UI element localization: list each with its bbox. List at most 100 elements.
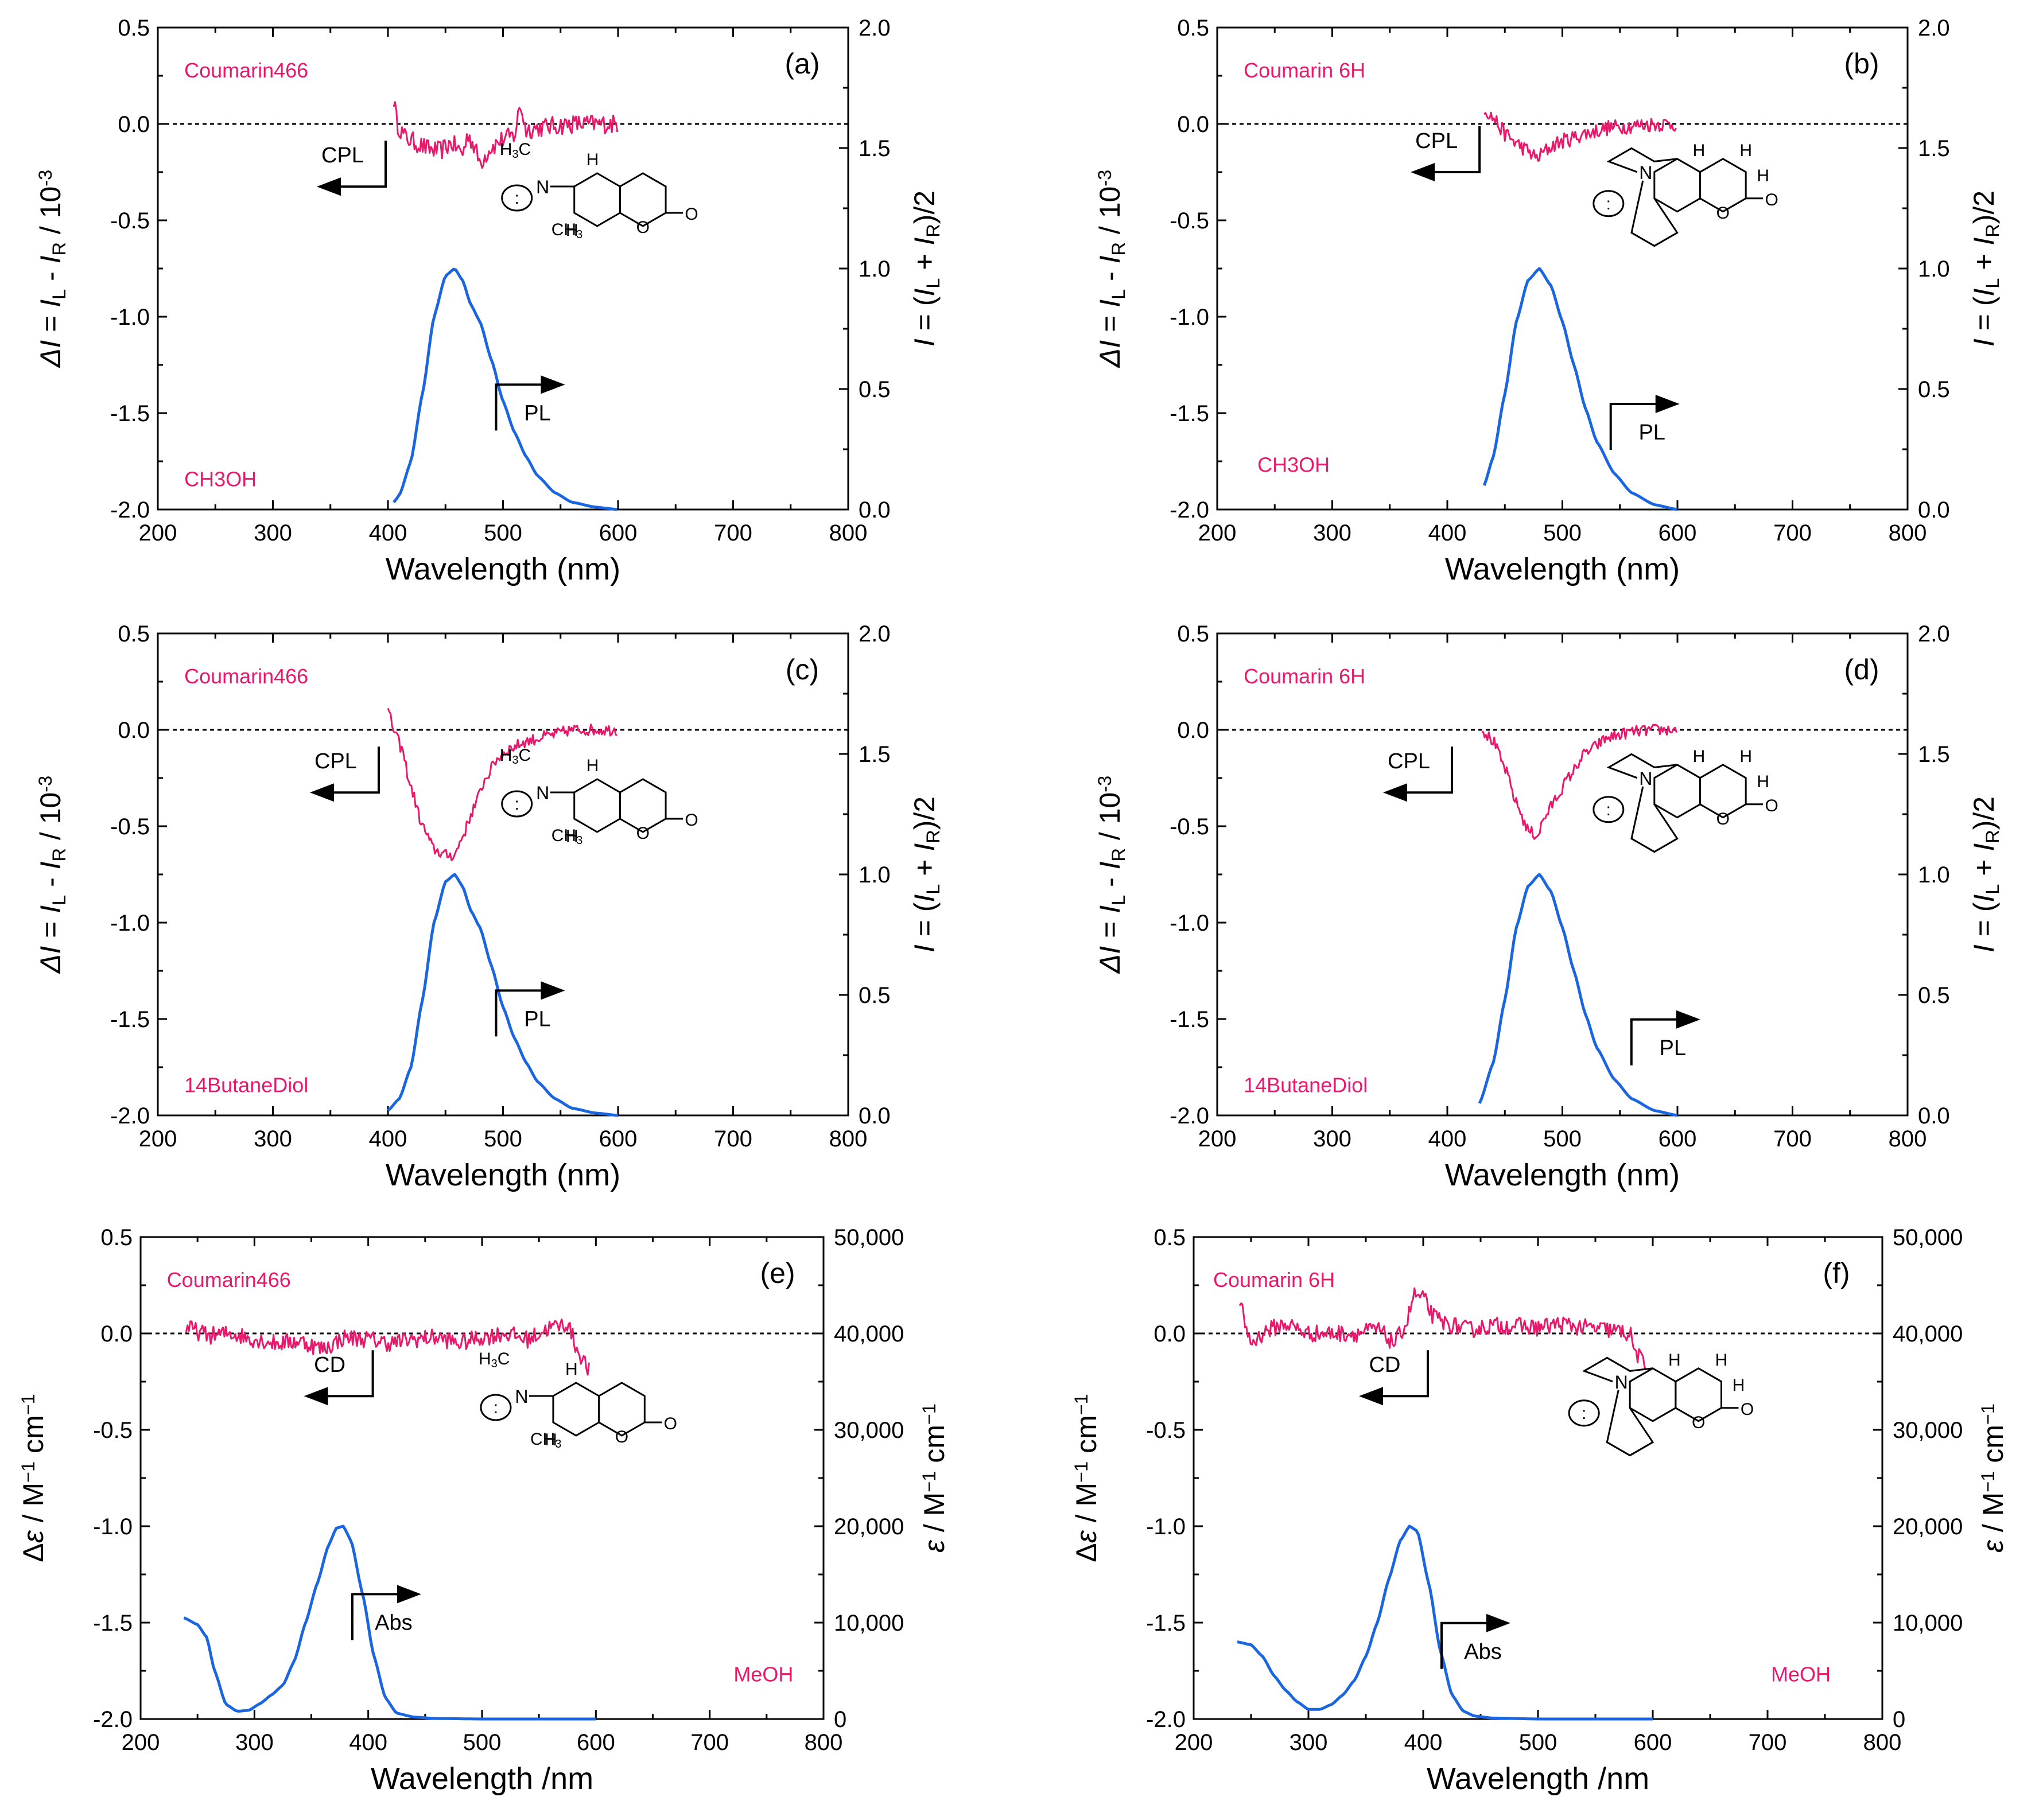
nitrogen-label: N xyxy=(1639,768,1652,789)
pyranone-ring xyxy=(1699,158,1747,213)
y-right-tick-label: 30,000 xyxy=(1893,1418,1963,1443)
series-pl-line xyxy=(393,267,617,511)
carbonyl-oxygen-label: O xyxy=(664,1414,677,1433)
x-tick-label: 400 xyxy=(369,1126,407,1152)
y-left-tick-label: -2.0 xyxy=(110,1103,150,1129)
y-left-tick-label: -1.5 xyxy=(110,401,150,426)
pl-arrow: Abs xyxy=(351,1585,421,1640)
benzene-ring xyxy=(573,778,621,833)
y-right-tick-label: 10,000 xyxy=(1893,1611,1963,1636)
solvent-label: CH3OH xyxy=(1257,453,1330,476)
y-left-tick-label: -0.5 xyxy=(1146,1418,1186,1443)
y-right-axis-title-group: I = (IL + IR)/2 xyxy=(908,796,943,952)
benzene-ring xyxy=(573,172,621,227)
hydrogen-label: H xyxy=(1715,1351,1728,1370)
julolidine-ring xyxy=(1582,1356,1653,1383)
y-right-tick-label: 0.0 xyxy=(859,497,891,523)
x-tick-label: 800 xyxy=(829,520,868,546)
x-tick-label: 300 xyxy=(1313,520,1351,546)
x-tick-label: 700 xyxy=(690,1730,729,1755)
cpl-arrow: CD xyxy=(1359,1350,1429,1406)
x-tick-label: 800 xyxy=(1863,1730,1902,1755)
x-tick-label: 500 xyxy=(463,1730,502,1755)
x-tick-label: 600 xyxy=(599,520,638,546)
y-right-tick-label: 1.5 xyxy=(859,136,891,161)
y-right-axis-title: I = (IL + IR)/2 xyxy=(908,190,943,347)
plot-frame xyxy=(157,632,849,1117)
x-tick-label: 500 xyxy=(1543,1126,1582,1152)
chart-panel-c: 200 300 400 500 600 700 800 0.5 0.0 -0.5 -1.0 -1.5 -… xyxy=(34,621,943,1192)
x-tick-label: 200 xyxy=(1198,1126,1237,1152)
y-left-axis-title: ΔI = IL - IR / 10-3 xyxy=(34,170,69,368)
series-abs-line xyxy=(183,1525,596,1721)
y-right-tick-label: 2.0 xyxy=(859,621,891,647)
y-left-axis-title-group: ΔI = IL - IR / 10-3 xyxy=(1094,776,1129,974)
x-tick-label: 400 xyxy=(1428,520,1467,546)
plot-frame xyxy=(139,1236,825,1720)
plot-frame xyxy=(1216,632,1909,1117)
hydrogen-label: H xyxy=(1693,747,1706,766)
y-right-axis-title-group: I = (IL + IR)/2 xyxy=(1968,796,2003,952)
panel-label: (d) xyxy=(1844,654,1879,686)
series-cpl-line xyxy=(393,101,619,169)
y-right-tick-label: 0.5 xyxy=(1918,377,1950,402)
hydrogen-label: H xyxy=(545,1430,557,1449)
y-left-tick-label: 0.5 xyxy=(118,15,150,41)
y-right-axis-title: I = (IL + IR)/2 xyxy=(1968,796,2003,952)
x-tick-label: 600 xyxy=(599,1126,638,1152)
dye-name-label: Coumarin 6H xyxy=(1244,59,1365,82)
benzene-ring xyxy=(552,1382,600,1437)
y-left-tick-label: -0.5 xyxy=(110,208,150,234)
y-left-tick-label: 0.5 xyxy=(1177,15,1209,41)
y-left-tick-label: 0.0 xyxy=(118,112,150,137)
chart-panel-d: 200 300 400 500 600 700 800 0.5 0.0 -0.5 -1.0 -1.5 -… xyxy=(1094,621,2003,1192)
series-cpl-line xyxy=(387,707,617,861)
molecule-structure: OOH HHN: xyxy=(1568,1351,1754,1457)
y-left-tick-label: 0.0 xyxy=(100,1321,133,1347)
x-tick-label: 500 xyxy=(484,1126,522,1152)
lone-pair-label: : xyxy=(515,795,519,814)
solvent-label: 14ButaneDiol xyxy=(184,1074,308,1097)
dye-name-label: Coumarin466 xyxy=(167,1268,291,1292)
x-tick-label: 700 xyxy=(714,1126,752,1152)
series-cpl-line xyxy=(1482,724,1677,840)
x-tick-label: 800 xyxy=(805,1730,843,1755)
y-right-axis-title: I = (IL + IR)/2 xyxy=(908,796,943,952)
x-tick-label: 500 xyxy=(1543,520,1582,546)
y-right-tick-label: 0.5 xyxy=(859,983,891,1008)
y-left-tick-label: 0.0 xyxy=(118,718,150,743)
pl-arrow: PL xyxy=(1630,1010,1700,1065)
series-pl-line xyxy=(1478,873,1678,1117)
nitrogen-label: N xyxy=(536,783,549,803)
y-left-axis-title-group: ΔI = IL - IR / 10-3 xyxy=(1094,170,1129,368)
solvent-label: 14ButaneDiol xyxy=(1244,1074,1368,1097)
series-pl-line xyxy=(1482,267,1678,511)
solvent-label: MeOH xyxy=(1771,1662,1831,1686)
benzene-ring xyxy=(1653,764,1701,819)
y-right-axis-title: I = (IL + IR)/2 xyxy=(1968,190,2003,347)
pl-label: PL xyxy=(1660,1036,1686,1060)
y-left-tick-label: -2.0 xyxy=(110,497,150,523)
pl-arrow: Abs xyxy=(1440,1613,1510,1669)
molecule-structure: OOH HHN: xyxy=(1593,141,1778,247)
hydrogen-label: H xyxy=(587,150,599,169)
y-right-tick-label: 30,000 xyxy=(834,1418,904,1443)
panel-label: (b) xyxy=(1844,48,1879,80)
x-tick-label: 200 xyxy=(1175,1730,1213,1755)
solvent-label: MeOH xyxy=(733,1662,793,1686)
hydrogen-label: H xyxy=(587,756,599,775)
hydrogen-label: H xyxy=(565,1360,578,1379)
dye-name-label: Coumarin 6H xyxy=(1244,664,1365,688)
panel-label: (f) xyxy=(1823,1257,1850,1289)
chart-panel-a: 200 300 400 500 600 700 800 0.5 0.0 -0.5 -1.0 -1.5 -… xyxy=(34,15,943,586)
x-tick-label: 300 xyxy=(235,1730,274,1755)
y-left-tick-label: -1.5 xyxy=(93,1611,133,1636)
x-tick-label: 200 xyxy=(1198,520,1237,546)
pl-arrow: PL xyxy=(495,375,565,431)
x-axis-title: Wavelength (nm) xyxy=(386,552,620,586)
y-left-tick-label: 0.5 xyxy=(1153,1225,1186,1250)
y-left-axis-title: ΔI = IL - IR / 10-3 xyxy=(34,776,69,974)
